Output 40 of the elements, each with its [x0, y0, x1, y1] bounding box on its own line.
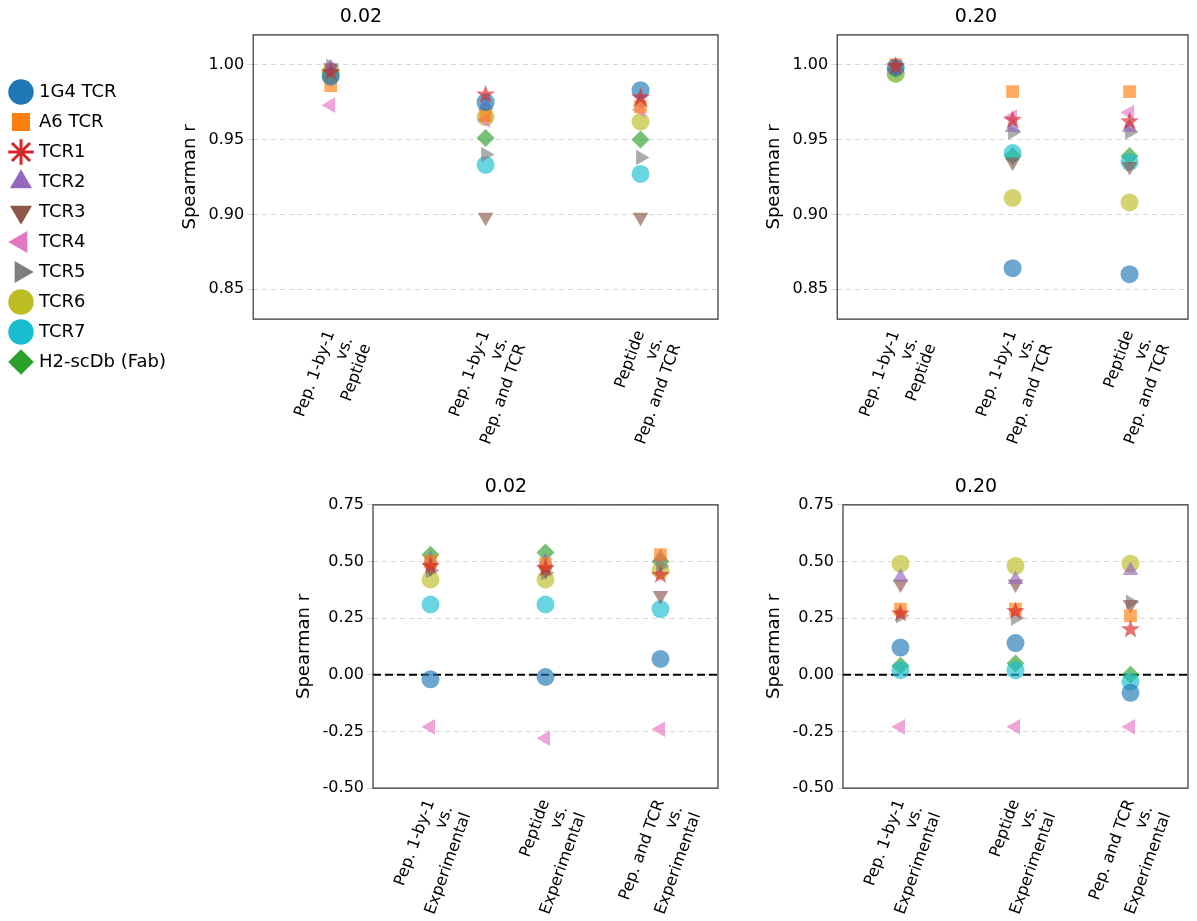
- y-tick-label: 0.85: [792, 278, 829, 298]
- legend-label: TCR2: [38, 169, 86, 191]
- y-tick-label: -0.50: [322, 777, 364, 797]
- y-tick-label: 1.00: [208, 53, 245, 73]
- chart-title: 0.20: [954, 474, 998, 497]
- y-tick-label: 0.90: [208, 203, 245, 223]
- y-tick-label: -0.50: [792, 777, 834, 797]
- chart-title: 0.02: [339, 4, 383, 27]
- x-tick-label: Pep. 1-by-1 vs. Pep. and TCR: [971, 327, 1057, 447]
- y-tick-label: 0.75: [798, 493, 834, 513]
- y-tick-label: 0.95: [208, 128, 245, 148]
- legend-label: TCR7: [38, 319, 86, 341]
- y-tick-label: 1.00: [792, 53, 829, 73]
- y-axis-title: Spearman r: [178, 123, 200, 230]
- y-tick-label: 0.90: [792, 203, 829, 223]
- y-tick-label: -0.25: [322, 720, 364, 740]
- legend-label: H2-scDb (Fab): [39, 349, 166, 371]
- y-tick-label: 0.00: [798, 663, 834, 683]
- chart-title: 0.20: [954, 4, 998, 27]
- y-axis-title: Spearman r: [762, 593, 784, 699]
- y-axis-title: Spearman r: [762, 123, 784, 230]
- legend-label: TCR4: [38, 229, 86, 251]
- legend-label: 1G4 TCR: [39, 79, 117, 101]
- legend-label: TCR6: [38, 289, 86, 311]
- y-tick-label: -0.25: [792, 720, 834, 740]
- y-tick-label: 0.50: [328, 550, 364, 570]
- y-tick-label: 0.25: [798, 607, 834, 627]
- legend-label: TCR3: [38, 199, 86, 221]
- y-tick-label: 0.85: [208, 278, 245, 298]
- y-tick-label: 0.25: [328, 607, 364, 627]
- y-tick-label: 0.50: [798, 550, 834, 570]
- legend-label: A6 TCR: [39, 109, 104, 131]
- chart-title: 0.02: [484, 474, 528, 497]
- y-axis-title: Spearman r: [292, 593, 314, 699]
- y-tick-label: 0.75: [328, 493, 364, 513]
- x-tick-label: Pep. 1-by-1 vs. Pep. and TCR: [444, 327, 530, 447]
- y-tick-label: 0.00: [328, 663, 364, 683]
- y-tick-label: 0.95: [792, 128, 829, 148]
- legend-label: TCR1: [38, 139, 86, 161]
- legend-label: TCR5: [38, 259, 86, 281]
